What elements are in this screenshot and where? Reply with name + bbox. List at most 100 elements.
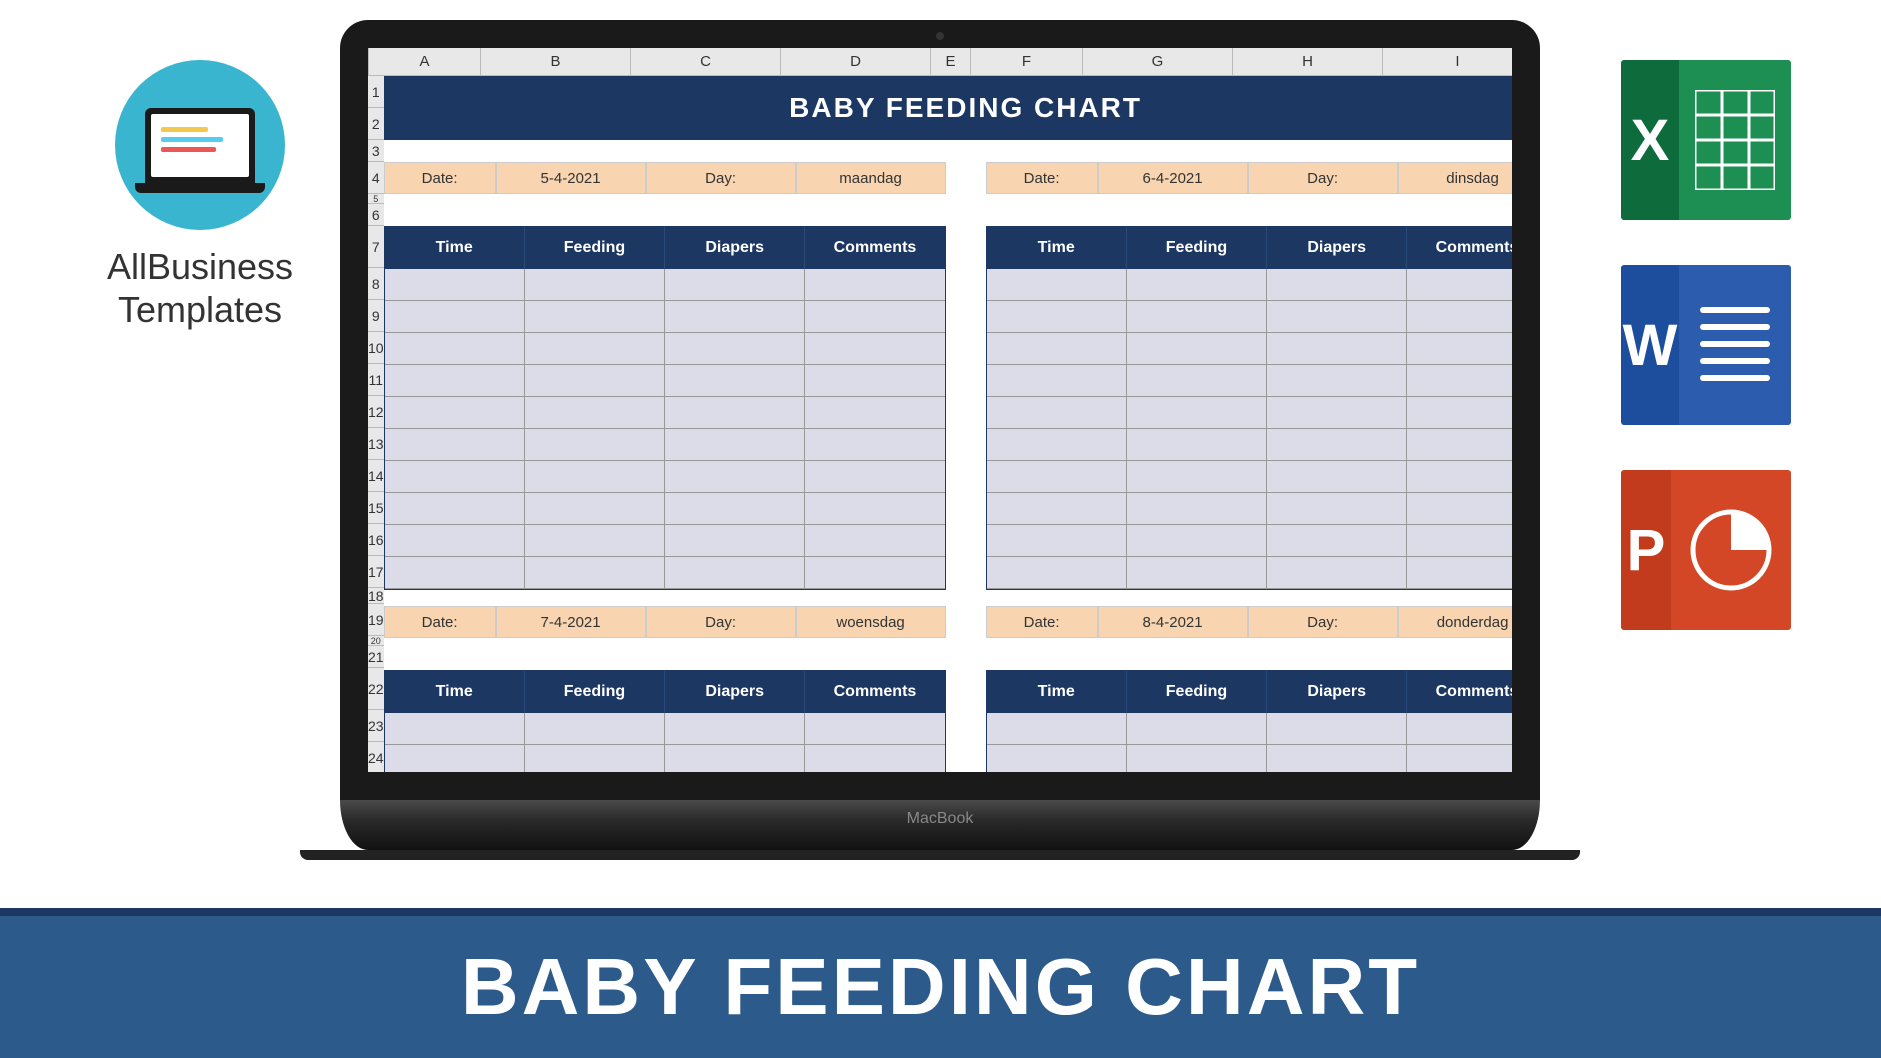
row-header-7[interactable]: 7: [368, 226, 384, 268]
office-icons-column: X W P: [1621, 60, 1801, 630]
row-labels-column: 1234567891011121314151617181920212223242…: [368, 76, 384, 772]
row-header-4[interactable]: 4: [368, 162, 384, 194]
laptop-mockup: ABCDEFGHI 123456789101112131415161718192…: [340, 20, 1540, 870]
table-header-row: TimeFeedingDiapersComments: [987, 227, 1512, 269]
table-row[interactable]: [385, 493, 945, 525]
table-row[interactable]: [385, 301, 945, 333]
column-header-C[interactable]: C: [631, 48, 781, 75]
row-header-21[interactable]: 21: [368, 646, 384, 668]
table-row[interactable]: [385, 461, 945, 493]
table-row[interactable]: [385, 397, 945, 429]
brand-name: AllBusiness Templates: [80, 245, 320, 331]
bottom-title-banner: BABY FEEDING CHART: [0, 908, 1881, 1058]
sheet-title: BABY FEEDING CHART: [384, 76, 1512, 140]
table-header-cell: Comments: [805, 227, 944, 269]
table-header-cell: Feeding: [525, 227, 665, 269]
tables-pair: TimeFeedingDiapersComments TimeFeedingDi…: [384, 670, 1512, 772]
table-row[interactable]: [987, 365, 1512, 397]
row-header-2[interactable]: 2: [368, 108, 384, 140]
column-header-I[interactable]: I: [1383, 48, 1512, 75]
row-header-8[interactable]: 8: [368, 268, 384, 300]
table-row[interactable]: [987, 745, 1512, 772]
row-header-6[interactable]: 6: [368, 204, 384, 226]
table-row[interactable]: [987, 461, 1512, 493]
camera-icon: [936, 32, 944, 40]
column-headers-row: ABCDEFGHI: [368, 48, 1512, 76]
feeding-table: TimeFeedingDiapersComments: [384, 670, 946, 772]
row-header-15[interactable]: 15: [368, 492, 384, 524]
table-header-row: TimeFeedingDiapersComments: [385, 671, 945, 713]
tables-pair: TimeFeedingDiapersComments TimeFeedingDi…: [384, 226, 1512, 590]
table-header-cell: Comments: [805, 671, 944, 713]
row-header-11[interactable]: 11: [368, 364, 384, 396]
table-row[interactable]: [987, 269, 1512, 301]
row-header-10[interactable]: 10: [368, 332, 384, 364]
table-row[interactable]: [385, 745, 945, 772]
table-header-cell: Feeding: [1127, 671, 1267, 713]
table-header-cell: Time: [385, 227, 525, 269]
feeding-table: TimeFeedingDiapersComments: [986, 226, 1512, 590]
table-row[interactable]: [385, 333, 945, 365]
feeding-table: TimeFeedingDiapersComments: [384, 226, 946, 590]
row-header-20[interactable]: 20: [368, 636, 384, 646]
table-header-cell: Feeding: [525, 671, 665, 713]
row-header-19[interactable]: 19: [368, 604, 384, 636]
laptop-brand-label: MacBook: [907, 810, 974, 827]
table-row[interactable]: [987, 301, 1512, 333]
brand-block: AllBusiness Templates: [80, 60, 320, 331]
table-row[interactable]: [385, 557, 945, 589]
column-header-F[interactable]: F: [971, 48, 1083, 75]
row-header-14[interactable]: 14: [368, 460, 384, 492]
row-header-3[interactable]: 3: [368, 140, 384, 162]
column-header-B[interactable]: B: [481, 48, 631, 75]
table-row[interactable]: [385, 429, 945, 461]
table-header-row: TimeFeedingDiapersComments: [987, 671, 1512, 713]
excel-icon: X: [1621, 60, 1791, 220]
feeding-table: TimeFeedingDiapersComments: [986, 670, 1512, 772]
spreadsheet-grid[interactable]: BABY FEEDING CHART Date: 5-4-2021 Day: m…: [384, 76, 1512, 772]
row-header-1[interactable]: 1: [368, 76, 384, 108]
row-header-17[interactable]: 17: [368, 556, 384, 588]
bottom-title-text: BABY FEEDING CHART: [461, 941, 1420, 1033]
table-row[interactable]: [987, 493, 1512, 525]
row-header-22[interactable]: 22: [368, 668, 384, 710]
laptop-icon: [145, 108, 255, 183]
row-header-24[interactable]: 24: [368, 742, 384, 772]
table-header-cell: Comments: [1407, 227, 1512, 269]
brand-line2: Templates: [80, 288, 320, 331]
table-header-cell: Comments: [1407, 671, 1512, 713]
row-header-9[interactable]: 9: [368, 300, 384, 332]
table-header-cell: Diapers: [665, 227, 805, 269]
row-header-18[interactable]: 18: [368, 588, 384, 604]
table-header-cell: Time: [987, 671, 1127, 713]
row-header-12[interactable]: 12: [368, 396, 384, 428]
row-header-5[interactable]: 5: [368, 194, 384, 204]
table-row[interactable]: [385, 269, 945, 301]
column-header-G[interactable]: G: [1083, 48, 1233, 75]
table-header-cell: Diapers: [1267, 227, 1407, 269]
table-row[interactable]: [385, 525, 945, 557]
table-row[interactable]: [385, 365, 945, 397]
table-row[interactable]: [987, 429, 1512, 461]
row-header-23[interactable]: 23: [368, 710, 384, 742]
column-header-H[interactable]: H: [1233, 48, 1383, 75]
row-header-13[interactable]: 13: [368, 428, 384, 460]
table-row[interactable]: [385, 713, 945, 745]
column-header-D[interactable]: D: [781, 48, 931, 75]
laptop-base: MacBook: [340, 800, 1540, 850]
column-header-A[interactable]: A: [369, 48, 481, 75]
table-row[interactable]: [987, 397, 1512, 429]
date-row: Date: 5-4-2021 Day: maandag Date: 6-4-20…: [384, 162, 1512, 194]
column-header-E[interactable]: E: [931, 48, 971, 75]
table-row[interactable]: [987, 713, 1512, 745]
table-header-cell: Time: [385, 671, 525, 713]
laptop-bezel: ABCDEFGHI 123456789101112131415161718192…: [340, 20, 1540, 800]
table-header-cell: Diapers: [665, 671, 805, 713]
table-header-cell: Time: [987, 227, 1127, 269]
table-row[interactable]: [987, 525, 1512, 557]
brand-line1: AllBusiness: [80, 245, 320, 288]
word-icon: W: [1621, 265, 1791, 425]
table-row[interactable]: [987, 333, 1512, 365]
row-header-16[interactable]: 16: [368, 524, 384, 556]
table-row[interactable]: [987, 557, 1512, 589]
